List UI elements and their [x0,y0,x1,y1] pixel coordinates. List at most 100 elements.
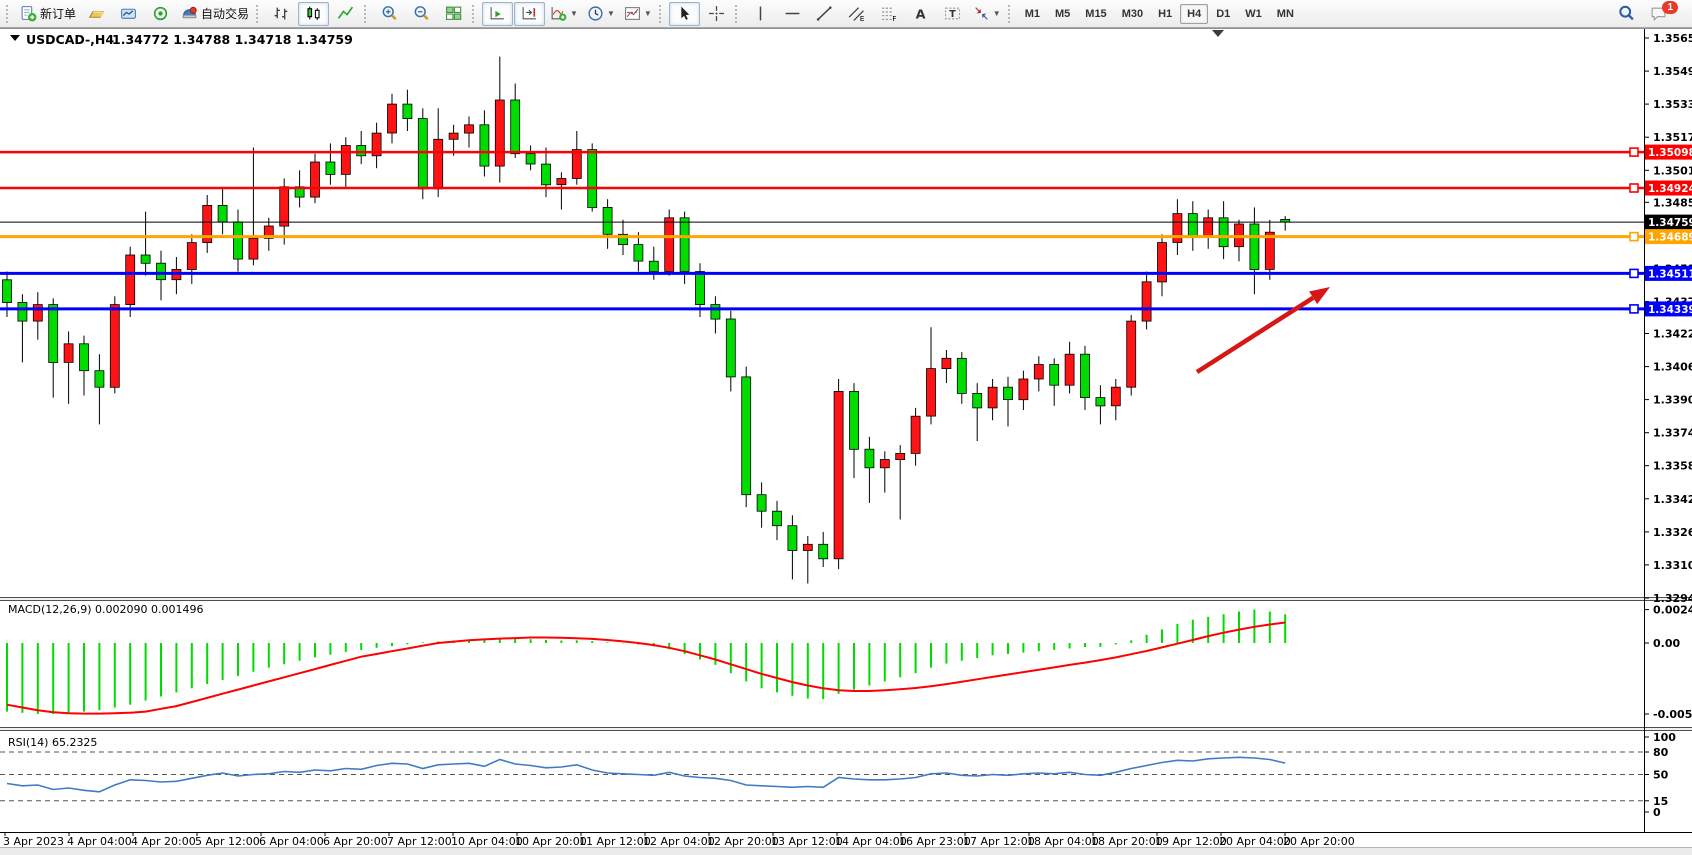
price-badge-label: 1.35098 [1648,147,1692,159]
template-icon [624,7,640,20]
chart-area: 1.35650 1.35490 1.35330 1.35170 1.35010 1.348… [0,28,1692,855]
indicators-button[interactable]: ▼ [546,2,582,26]
dropdown-caret-icon: ▼ [992,8,1001,18]
trend-arrow-head[interactable] [1309,287,1330,305]
time-label: 12 Apr 20:00 [707,835,779,848]
candle-body [109,304,120,388]
hline-anchor-marker[interactable] [1629,231,1639,242]
rsi-panel [0,751,1644,802]
candle-body [17,302,28,322]
vertical-line-button[interactable] [745,2,776,26]
candle-body [664,217,675,272]
history-center-button[interactable] [113,2,144,26]
new-order-icon [21,6,37,22]
symbol-dropdown-icon[interactable] [10,35,20,41]
candle-body [1064,353,1075,386]
price-badge-label: 1.34511 [1648,268,1692,280]
timeframe-w1-button[interactable]: W1 [1245,7,1262,20]
rsi-axis-label: 50 [1653,769,1669,782]
trend-arrow[interactable] [1195,295,1315,374]
candle-body [217,204,228,223]
timeframe-m30-button[interactable]: M30 [1121,7,1144,20]
timeframe-m5-button[interactable]: M5 [1055,7,1071,20]
zoom-in-button[interactable] [374,2,405,26]
timeframe-h4-button[interactable]: H4 [1180,3,1209,24]
candle-body [186,242,197,270]
timeframe-mn-button[interactable]: MN [1276,7,1294,20]
price-badge [1645,265,1692,281]
candle-body [1187,213,1198,237]
bar-chart-button[interactable] [266,2,297,26]
notifications-button[interactable]: 1 [1646,1,1682,26]
price-badge [1645,144,1692,160]
toolbar: 新订单 自动交易 ▼ ▼ ▼ E F A T ▼ M1 M5 M15 M30 H1 H4 D1 W1 MN 1 [0,0,1692,28]
cursor-button[interactable] [668,1,700,26]
candle-body [695,271,705,305]
svg-text:A: A [915,7,925,22]
hline-anchor-marker[interactable] [1629,147,1639,157]
hline-anchor-marker[interactable] [1629,268,1639,279]
candlestick-chart-button[interactable] [298,1,330,26]
signals-button[interactable] [145,2,176,26]
equidistant-channel-button[interactable]: E [841,2,872,26]
chart-background [0,28,1692,855]
price-badge-label: 1.34339 [1648,304,1692,316]
fibonacci-button[interactable]: F [873,2,904,26]
trendline-button[interactable] [809,2,840,26]
auto-trading-button[interactable]: 自动交易 [177,2,253,26]
timeframe-h1-button[interactable]: H1 [1158,7,1173,20]
candle-body [448,132,459,140]
candle-body [1095,397,1106,407]
arrows-button[interactable]: ▼ [969,2,1005,26]
search-button[interactable] [1611,2,1642,26]
price-tick-label: 1.33580 [1653,460,1692,473]
price-tick-label: 1.34220 [1653,327,1692,340]
price-tick-label: 1.33100 [1653,559,1692,572]
horizontal-line-button[interactable] [777,2,808,26]
toolbar-separator [734,4,740,23]
text-label-button[interactable]: T [937,2,968,26]
time-label: 13 Apr 12:00 [771,835,843,848]
time-label: 7 Apr 12:00 [387,835,452,848]
zoom-out-button[interactable] [406,2,437,26]
timeframe-m1-button[interactable]: M1 [1024,7,1040,20]
hline-anchor-marker[interactable] [1629,304,1639,314]
new-order-button[interactable]: 新订单 [16,2,80,26]
candle-body [325,161,336,175]
time-label: 17 Apr 12:00 [963,835,1035,848]
price-badge [1645,301,1692,317]
candle-body [679,217,690,272]
panel-splitter[interactable] [0,597,1692,600]
rsi-axis-label: 15 [1653,795,1668,808]
line-chart-button[interactable] [330,2,361,26]
time-label: 10 Apr 04:00 [451,835,523,848]
timeframe-m15-button[interactable]: M15 [1085,7,1107,20]
hline-anchor-marker[interactable] [1629,183,1639,193]
tile-windows-button[interactable] [438,2,469,26]
candle-body [633,244,644,262]
auto-scroll-button[interactable] [482,1,514,26]
candle-body [895,452,906,460]
candle-body [864,448,875,469]
periods-button[interactable]: ▼ [583,2,619,26]
timeframe-d1-button[interactable]: D1 [1216,7,1231,20]
candle-body [156,262,166,281]
templates-button[interactable]: ▼ [620,2,656,26]
gold-button[interactable] [81,2,112,26]
chart-shift-button[interactable] [514,1,546,26]
candle-body [464,124,474,134]
time-label: 18 Apr 20:00 [1091,835,1163,848]
candle-body [787,525,798,551]
zoom-out-icon [414,6,429,21]
text-button[interactable]: A [905,2,936,26]
panel-splitter[interactable] [0,727,1692,730]
dropdown-caret-icon: ▼ [570,8,578,18]
candle-body [587,149,598,208]
candle-body [802,543,813,551]
candle-body [479,124,490,167]
candle-body [618,233,628,246]
crosshair-button[interactable] [701,2,732,26]
price-tick-label: 1.33740 [1653,427,1692,440]
candles-icon [307,6,320,20]
